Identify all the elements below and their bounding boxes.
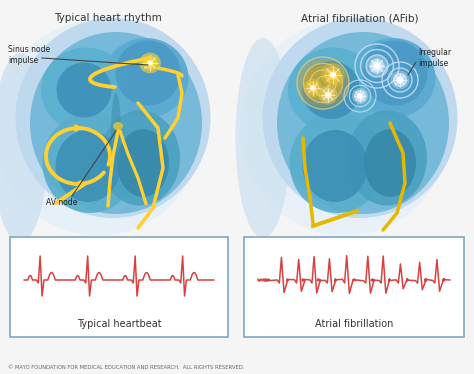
Circle shape — [357, 93, 363, 99]
Text: Typical heartbeat: Typical heartbeat — [77, 319, 161, 329]
Circle shape — [143, 56, 157, 70]
Circle shape — [326, 93, 330, 97]
Ellipse shape — [347, 110, 427, 205]
FancyBboxPatch shape — [10, 237, 228, 337]
Ellipse shape — [288, 47, 378, 132]
Ellipse shape — [30, 32, 202, 214]
Ellipse shape — [364, 129, 416, 197]
Circle shape — [325, 67, 341, 83]
Circle shape — [370, 59, 384, 73]
Ellipse shape — [103, 38, 189, 118]
Circle shape — [391, 71, 409, 89]
FancyBboxPatch shape — [244, 237, 464, 337]
Ellipse shape — [277, 32, 449, 214]
Ellipse shape — [100, 110, 180, 205]
Ellipse shape — [236, 38, 291, 238]
Ellipse shape — [111, 93, 121, 173]
Circle shape — [358, 95, 362, 98]
Text: © MAYO FOUNDATION FOR MEDICAL EDUCATION AND RESEARCH.  ALL RIGHTS RESERVED.: © MAYO FOUNDATION FOR MEDICAL EDUCATION … — [8, 365, 245, 370]
Circle shape — [140, 53, 160, 73]
Ellipse shape — [55, 130, 120, 202]
Circle shape — [146, 59, 154, 67]
Circle shape — [319, 86, 337, 104]
Ellipse shape — [240, 21, 450, 236]
Ellipse shape — [116, 40, 181, 105]
Ellipse shape — [143, 57, 157, 69]
Ellipse shape — [41, 47, 131, 132]
Circle shape — [394, 74, 406, 86]
Ellipse shape — [302, 130, 367, 202]
Ellipse shape — [263, 18, 457, 218]
Ellipse shape — [0, 53, 47, 243]
Circle shape — [304, 79, 322, 97]
Ellipse shape — [139, 53, 161, 73]
Ellipse shape — [0, 21, 203, 236]
Circle shape — [148, 61, 152, 65]
Circle shape — [325, 92, 331, 98]
Text: Typical heart rhythm: Typical heart rhythm — [54, 13, 162, 23]
Text: Atrial fibrillation: Atrial fibrillation — [315, 319, 393, 329]
Ellipse shape — [117, 129, 169, 197]
Circle shape — [398, 78, 402, 82]
Circle shape — [355, 91, 365, 101]
Ellipse shape — [363, 40, 428, 105]
Circle shape — [328, 71, 337, 80]
Ellipse shape — [290, 113, 384, 213]
Ellipse shape — [43, 113, 137, 213]
Ellipse shape — [16, 18, 210, 218]
Text: AV node: AV node — [46, 198, 78, 207]
Circle shape — [322, 89, 334, 101]
Ellipse shape — [297, 59, 349, 107]
Circle shape — [307, 82, 319, 94]
Circle shape — [396, 77, 403, 83]
Ellipse shape — [302, 61, 360, 119]
Text: Atrial fibrillation (AFib): Atrial fibrillation (AFib) — [301, 13, 419, 23]
Ellipse shape — [304, 65, 342, 101]
Text: Sinus node
impulse: Sinus node impulse — [8, 45, 50, 65]
Text: Irregular
impulse: Irregular impulse — [418, 48, 451, 68]
Circle shape — [311, 86, 315, 90]
Circle shape — [367, 56, 387, 76]
Circle shape — [310, 85, 317, 92]
Circle shape — [331, 73, 335, 77]
Ellipse shape — [56, 62, 111, 117]
Circle shape — [375, 64, 379, 68]
Ellipse shape — [350, 38, 436, 118]
Circle shape — [373, 62, 381, 70]
Ellipse shape — [113, 122, 123, 130]
Circle shape — [322, 64, 344, 86]
Circle shape — [353, 89, 367, 104]
